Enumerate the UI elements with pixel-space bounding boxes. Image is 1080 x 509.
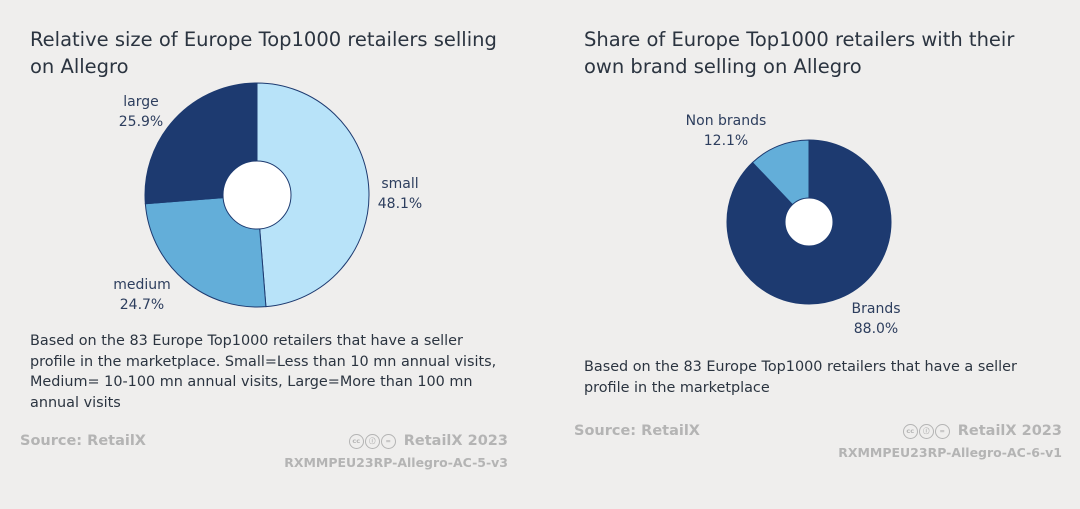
slice-label-category: Brands (852, 301, 901, 317)
chart-panel-size: Relative size of Europe Top1000 retailer… (20, 28, 508, 470)
chart-note: Based on the 83 Europe Top1000 retailers… (584, 359, 1017, 396)
slice-large (144, 82, 258, 205)
chart-title: Relative size of Europe Top1000 retailer… (30, 28, 497, 78)
donut-chart-brands: Brands 88.0% Non brands 12.1% (686, 113, 901, 337)
slice-label-category: medium (113, 277, 171, 293)
creative-commons-icon: cc ⓘ = (902, 423, 950, 439)
creative-commons-icon: cc ⓘ = (348, 433, 396, 449)
slice-label-category: Non brands (686, 113, 767, 129)
source-text: Source: RetailX (20, 433, 146, 449)
chart-code: RXMMPEU23RP-Allegro-AC-5-v3 (284, 455, 508, 470)
slice-label-value: 25.9% (119, 114, 163, 130)
slice-label-value: 48.1% (378, 196, 422, 212)
donut-hole (222, 160, 292, 230)
slice-label-value: 88.0% (854, 321, 898, 337)
source-text: Source: RetailX (574, 423, 700, 439)
credit-block: cc ⓘ = RetailX 2023 RXMMPEU23RP-Allegro-AC… (838, 423, 1062, 460)
slice-non-brands (751, 139, 810, 224)
donut-hole (784, 197, 834, 247)
chart-title: Share of Europe Top1000 retailers with t… (584, 28, 1015, 78)
slice-label-value: 12.1% (704, 133, 748, 149)
credit-block: cc ⓘ = RetailX 2023 RXMMPEU23RP-Allegro-AC… (284, 433, 508, 470)
slice-medium (144, 194, 267, 308)
slice-small (256, 82, 370, 308)
slice-label-category: small (381, 176, 418, 192)
chart-note: Based on the 83 Europe Top1000 retailers… (30, 333, 497, 411)
slice-label-category: large (123, 94, 158, 110)
slice-label-value: 24.7% (120, 297, 164, 313)
donut-chart-size: small 48.1% medium 24.7% large 25.9% (113, 82, 422, 313)
credit-text: RetailX 2023 (957, 423, 1062, 439)
chart-code: RXMMPEU23RP-Allegro-AC-6-v1 (838, 445, 1062, 460)
credit-text: RetailX 2023 (403, 433, 508, 449)
chart-panel-brands: Share of Europe Top1000 retailers with t… (554, 0, 1080, 509)
